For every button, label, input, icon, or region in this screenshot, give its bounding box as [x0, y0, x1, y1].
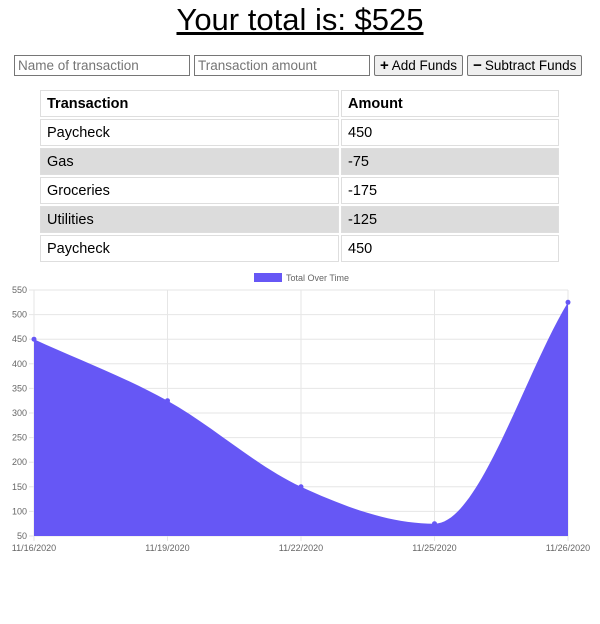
table-row: Paycheck 450 — [40, 119, 559, 146]
column-header-amount: Amount — [341, 90, 559, 117]
y-tick-label: 300 — [12, 408, 27, 418]
y-tick-label: 400 — [12, 359, 27, 369]
y-tick-label: 150 — [12, 482, 27, 492]
subtract-funds-label: Subtract Funds — [484, 57, 577, 73]
transaction-amount-input[interactable] — [194, 54, 370, 76]
data-point — [432, 521, 437, 527]
y-tick-label: 200 — [12, 457, 27, 467]
table-row: Utilities -125 — [40, 206, 559, 233]
data-point — [565, 299, 571, 305]
x-tick-label: 11/19/2020 — [145, 543, 189, 553]
table-header-row: Transaction Amount — [40, 90, 559, 117]
x-tick-label: 11/22/2020 — [279, 543, 323, 553]
column-header-transaction: Transaction — [40, 90, 339, 117]
plus-icon: + — [380, 56, 389, 74]
x-tick-label: 11/16/2020 — [12, 543, 56, 553]
y-tick-label: 100 — [12, 506, 27, 516]
y-tick-label: 550 — [12, 285, 27, 295]
legend-label: Total Over Time — [286, 273, 349, 283]
transaction-amount: 450 — [341, 119, 559, 146]
data-point — [165, 398, 170, 404]
transaction-amount: 450 — [341, 235, 559, 262]
y-tick-label: 350 — [12, 383, 27, 393]
transaction-amount: -75 — [341, 148, 559, 175]
x-axis-ticks: 11/16/2020 11/19/2020 11/22/2020 11/25/2020… — [12, 543, 590, 553]
series-points — [31, 299, 571, 527]
transaction-name: Paycheck — [40, 235, 339, 262]
minus-icon: − — [473, 56, 482, 74]
y-tick-label: 450 — [12, 334, 27, 344]
series-area — [34, 302, 568, 536]
x-tick-label: 11/25/2020 — [412, 543, 456, 553]
y-tick-label: 500 — [12, 310, 27, 320]
add-funds-label: Add Funds — [391, 57, 458, 73]
transaction-name: Paycheck — [40, 119, 339, 146]
transactions-table: Transaction Amount Paycheck 450 Gas -75 … — [38, 88, 561, 264]
transaction-name: Utilities — [40, 206, 339, 233]
transaction-amount: -125 — [341, 206, 559, 233]
table-row: Groceries -175 — [40, 177, 559, 204]
total-over-time-chart: Total Over Time 50 100 150 200 250 300 350 400 4… — [12, 273, 590, 553]
transaction-name: Gas — [40, 148, 339, 175]
data-point — [298, 484, 304, 490]
transaction-name: Groceries — [40, 177, 339, 204]
y-tick-label: 50 — [17, 531, 27, 541]
transaction-form: + Add Funds − Subtract Funds — [14, 54, 586, 76]
data-point — [31, 336, 37, 342]
y-axis-ticks: 50 100 150 200 250 300 350 400 450 500 550 — [12, 285, 27, 541]
legend: Total Over Time — [254, 273, 349, 283]
transaction-amount: -175 — [341, 177, 559, 204]
y-tick-label: 250 — [12, 433, 27, 443]
legend-swatch — [254, 273, 282, 282]
add-funds-button[interactable]: + Add Funds — [374, 54, 464, 76]
table-row: Gas -75 — [40, 148, 559, 175]
x-tick-label: 11/26/2020 — [546, 543, 590, 553]
table-row: Paycheck 450 — [40, 235, 559, 262]
transaction-name-input[interactable] — [14, 54, 190, 76]
total-heading: Your total is: $525 — [176, 2, 424, 37]
subtract-funds-button[interactable]: − Subtract Funds — [467, 54, 583, 76]
